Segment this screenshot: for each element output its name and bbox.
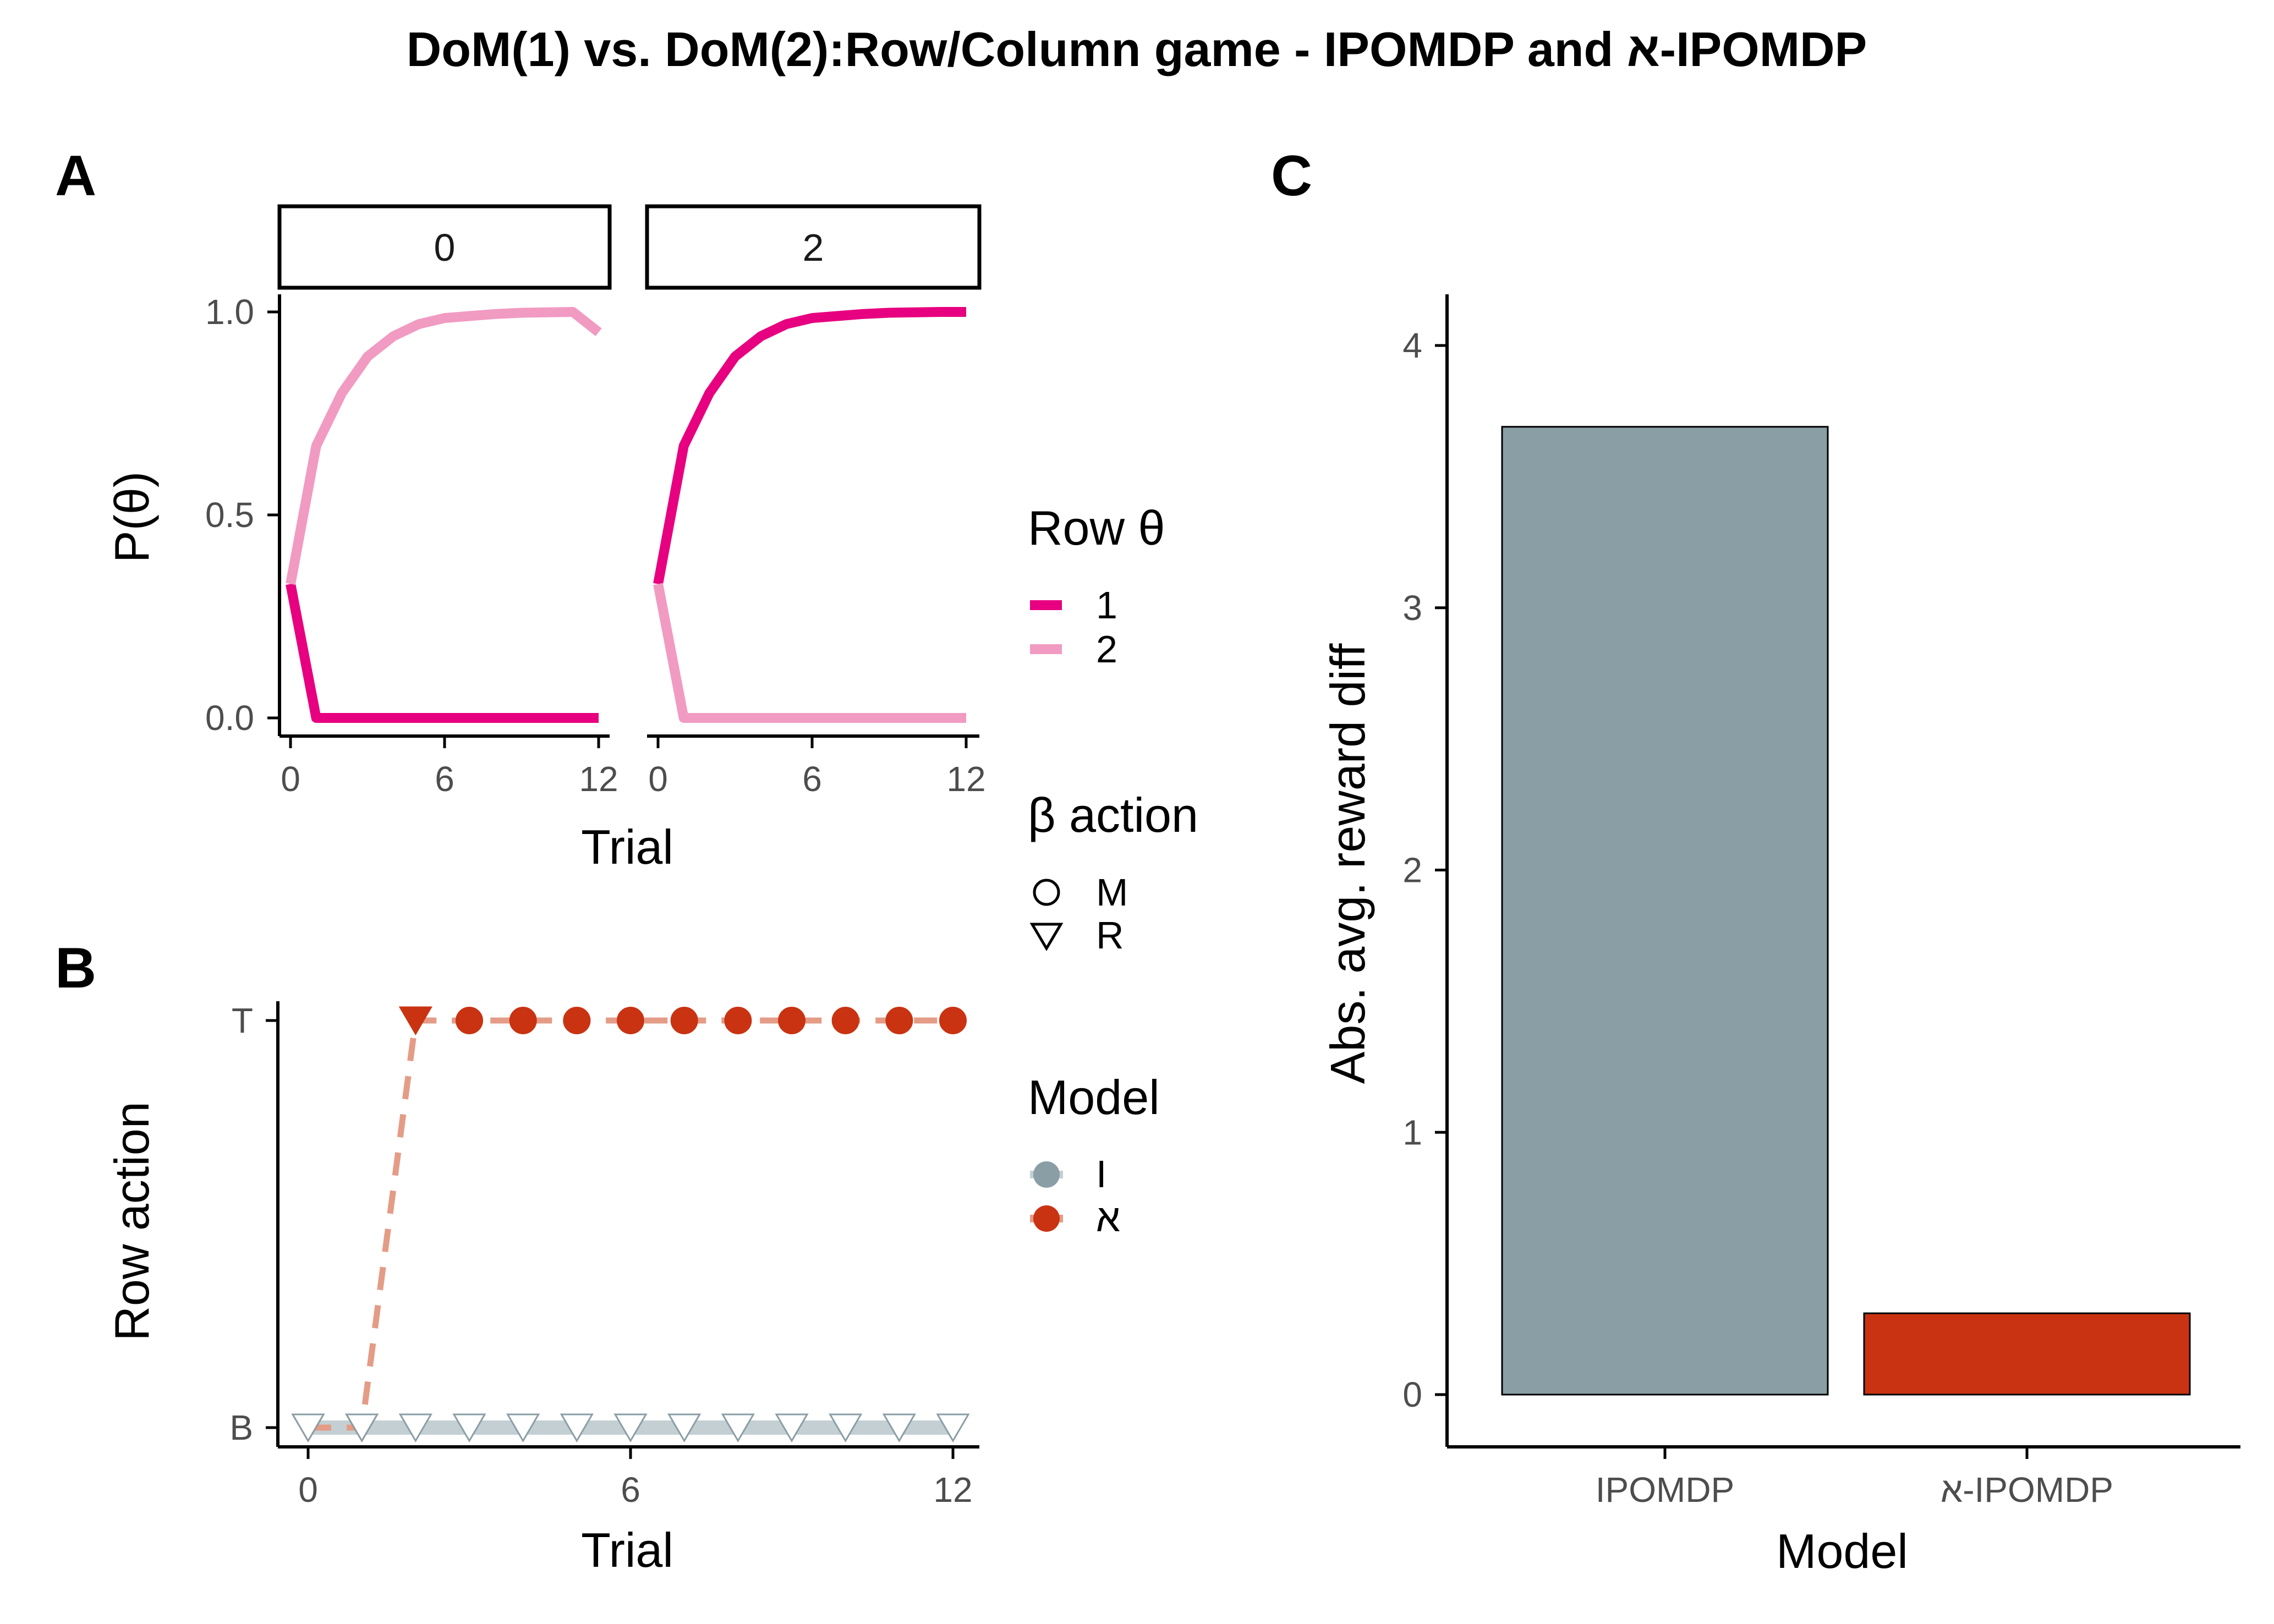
aleph-point — [831, 1007, 859, 1034]
panel-a-x-title: Trial — [581, 820, 673, 874]
panel-b-action-chart: B T 0 6 12 Trial Row action — [105, 1001, 979, 1577]
x-tick-label: 6 — [435, 759, 454, 799]
legend-model: Model I א — [1028, 1070, 1160, 1239]
panel-letter-a: A — [55, 144, 96, 208]
panel-c-y-title: Abs. avg. reward diff — [1320, 643, 1375, 1084]
x-tick-label: 12 — [579, 759, 618, 799]
x-tick-label: 12 — [933, 1470, 972, 1510]
bar-ipomdp — [1501, 426, 1829, 1396]
x-tick-label: 6 — [802, 759, 822, 799]
legend-beta-m-key — [1033, 879, 1060, 906]
legend-beta-m-label: M — [1096, 871, 1128, 914]
aleph-point — [885, 1007, 913, 1034]
x-tick-label: 0 — [281, 759, 300, 799]
panel-c-x-title: Model — [1776, 1524, 1908, 1578]
series-aleph-line — [308, 1017, 953, 1431]
legend-theta-1-label: 1 — [1096, 584, 1117, 627]
series-theta-1-line-facet-0 — [286, 583, 599, 723]
x-tick-label: 0 — [648, 759, 668, 799]
panel-b-plot: B T 0 6 12 — [229, 1001, 979, 1510]
x-tick-label: 12 — [946, 759, 985, 799]
panel-c-plot: IPOMDP א-IPOMDP 0 1 2 3 4 — [1402, 294, 2240, 1510]
panel-a-axes: 0.0 0.5 1.0 — [205, 292, 281, 738]
aleph-point — [724, 1007, 752, 1034]
x-tick-label: 6 — [621, 1470, 640, 1510]
legend-model-title: Model — [1028, 1070, 1160, 1124]
legend-beta-r-label: R — [1096, 914, 1124, 957]
facet-0: 0 0 6 12 — [277, 204, 618, 799]
i-point — [560, 1413, 594, 1442]
x-tick-label: IPOMDP — [1596, 1470, 1734, 1510]
i-point — [345, 1413, 379, 1442]
facet-1: 2 0 6 12 — [645, 204, 986, 799]
legend-model-aleph-key — [1033, 1205, 1060, 1232]
panel-letter-c: C — [1271, 144, 1312, 208]
y-tick-label: 4 — [1402, 326, 1422, 365]
aleph-point — [939, 1007, 967, 1034]
bar-aleph-ipomdp — [1863, 1312, 2191, 1396]
y-tick-label: 0.5 — [205, 495, 254, 535]
i-point — [882, 1413, 916, 1442]
x-tick-label: 0 — [298, 1470, 318, 1510]
aleph-point — [617, 1007, 644, 1034]
y-tick-label: 2 — [1402, 851, 1422, 890]
figure-title: DoM(1) vs. DoM(2):Row/Column game - IPOM… — [407, 22, 1867, 76]
i-point — [936, 1413, 970, 1442]
panel-a-line-chart: 0 0 6 12 2 0 6 12 0.0 0.5 1.0 Trial P(θ) — [105, 204, 986, 874]
aleph-point — [398, 1006, 432, 1035]
legend-theta-2-label: 2 — [1096, 628, 1117, 671]
aleph-point — [509, 1007, 537, 1034]
i-point — [506, 1413, 540, 1442]
aleph-point — [456, 1007, 483, 1034]
y-tick-label: T — [232, 1001, 253, 1040]
i-point — [398, 1413, 432, 1442]
legend-beta-title: β action — [1028, 788, 1198, 842]
i-point — [452, 1413, 486, 1442]
y-tick-label: 1 — [1402, 1112, 1422, 1152]
x-tick-label: א-IPOMDP — [1941, 1470, 2113, 1510]
y-tick-label: 3 — [1402, 588, 1422, 628]
panel-a-y-title: P(θ) — [105, 471, 159, 563]
y-tick-label: 1.0 — [205, 292, 254, 332]
facet-strip-label-0: 0 — [434, 226, 456, 269]
i-point — [613, 1413, 648, 1442]
series-theta-1-line-facet-1 — [653, 307, 966, 585]
series-theta-2-line-facet-0 — [286, 307, 602, 585]
facet-strip-1 — [645, 204, 982, 290]
i-point — [291, 1413, 325, 1442]
legend-model-aleph-label: א — [1096, 1197, 1120, 1239]
panel-letter-b: B — [55, 936, 96, 1000]
legend-model-i-label: I — [1096, 1153, 1106, 1195]
legend-row-theta: Row θ 1 2 — [1028, 501, 1165, 671]
panel-b-x-title: Trial — [581, 1523, 673, 1577]
i-point — [829, 1413, 863, 1442]
i-point — [667, 1413, 702, 1442]
legend-model-i-key — [1033, 1161, 1060, 1188]
i-point — [775, 1413, 809, 1442]
aleph-point — [563, 1007, 591, 1034]
legend-beta-r-key — [1029, 923, 1064, 951]
facet-strip-0 — [277, 204, 612, 290]
i-point — [721, 1413, 755, 1442]
legend-beta-action: β action M R — [1028, 788, 1198, 957]
series-theta-2-line-facet-1 — [653, 583, 966, 723]
panel-c-bar-chart: IPOMDP א-IPOMDP 0 1 2 3 4 Model Abs. avg. rewa… — [1320, 294, 2240, 1578]
aleph-point — [670, 1007, 698, 1034]
panel-b-y-title: Row action — [105, 1101, 159, 1341]
y-tick-label: 0 — [1402, 1375, 1422, 1414]
legend-row-theta-title: Row θ — [1028, 501, 1165, 555]
aleph-point — [778, 1007, 806, 1034]
y-tick-label: B — [229, 1408, 253, 1447]
y-tick-label: 0.0 — [205, 698, 254, 738]
facet-strip-label-1: 2 — [803, 226, 824, 269]
